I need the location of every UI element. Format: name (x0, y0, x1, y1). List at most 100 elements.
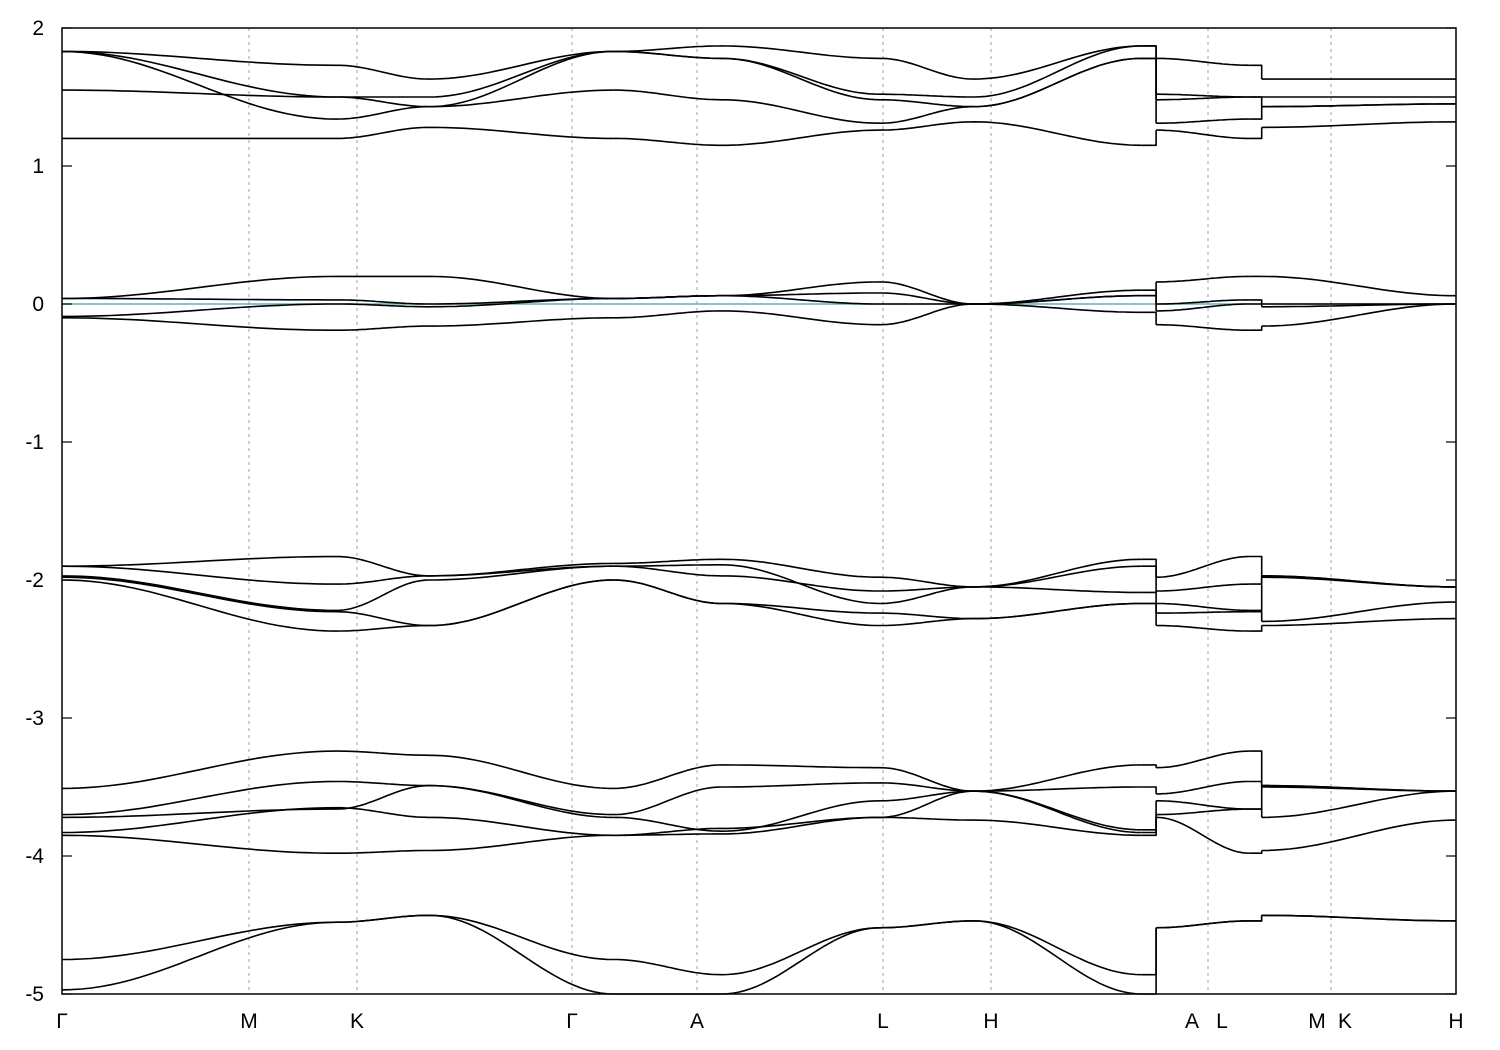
band-jump (1141, 45, 1157, 59)
band-line (613, 121, 1142, 147)
band-line (613, 920, 1142, 976)
band-jump (1141, 57, 1157, 124)
band-jump (1141, 57, 1157, 100)
band-jump (1249, 575, 1263, 612)
band-line (613, 564, 1142, 605)
band-line (62, 297, 614, 305)
band-line (62, 317, 614, 331)
x-tick-label: K (350, 1010, 364, 1033)
band-jump (1249, 127, 1263, 140)
band-jump (1249, 64, 1263, 80)
band-line (613, 289, 1142, 305)
band-jump (1249, 850, 1263, 854)
band-jump (1249, 555, 1263, 576)
band-line (1156, 129, 1250, 140)
band-line (1261, 601, 1456, 623)
band-jump (1141, 130, 1157, 147)
band-line (1156, 602, 1250, 612)
band-jump (1141, 786, 1157, 794)
band-line (1156, 920, 1250, 929)
band-line (61, 565, 614, 585)
band-jump (1249, 299, 1263, 304)
band-line (1156, 299, 1250, 305)
x-tick-label: A (1185, 1010, 1199, 1033)
x-tick-label: Γ (56, 1010, 68, 1033)
band-line (1156, 303, 1250, 312)
band-line (613, 920, 1142, 995)
band-jump (1249, 96, 1263, 107)
band-line (1156, 780, 1250, 795)
band-line (613, 782, 1142, 816)
band-jump (1141, 558, 1157, 578)
band-line (613, 790, 1142, 832)
band-line (1156, 624, 1250, 632)
band-line (62, 50, 614, 80)
band-line (62, 806, 614, 837)
band-jump (1141, 289, 1157, 304)
band-line (1156, 583, 1250, 592)
band-jump (1249, 915, 1263, 922)
band-line (613, 764, 1142, 792)
x-tick-label: Γ (566, 1010, 578, 1033)
band-line (1156, 610, 1250, 614)
band-line (613, 579, 1142, 620)
band-line (1261, 121, 1457, 129)
band-jump (1141, 565, 1157, 604)
band-jump (1249, 625, 1263, 632)
band-line (61, 780, 614, 816)
band-line (1261, 275, 1456, 297)
band-line (1261, 819, 1457, 852)
band-line (1156, 555, 1250, 578)
band-line (61, 579, 614, 632)
band-jump (1249, 326, 1263, 331)
band-jump (1249, 808, 1263, 818)
band-line (1261, 914, 1457, 922)
x-tick-label: K (1338, 1010, 1352, 1033)
band-line (613, 45, 1142, 80)
band-jump (1249, 915, 1263, 922)
y-axis-ticks: 2 1 0 -1 -2 -3 -4 -5 (25, 17, 1456, 1006)
band-line (61, 914, 614, 995)
band-line (61, 565, 614, 612)
band-jump (1141, 45, 1157, 95)
band-line (1156, 323, 1250, 331)
band-line (62, 297, 614, 318)
band-line (62, 126, 614, 140)
band-line (61, 784, 614, 819)
y-tick-label: 1 (32, 155, 44, 178)
band-jump (1141, 591, 1157, 594)
band-jump (1249, 785, 1263, 810)
band-line (613, 558, 1142, 588)
band-line (613, 45, 1142, 98)
band-jump (1249, 577, 1263, 585)
band-jump (1141, 602, 1157, 614)
plot-frame (61, 27, 1457, 995)
band-jump (1141, 311, 1157, 325)
band-line (1261, 575, 1456, 588)
band-jump (1141, 602, 1157, 626)
band-line (1156, 816, 1250, 854)
band-line (1156, 750, 1250, 769)
band-jump (1141, 764, 1157, 768)
x-tick-label: H (1448, 1010, 1463, 1033)
band-line (61, 576, 614, 627)
band-line (1156, 808, 1250, 816)
band-line (1156, 275, 1250, 283)
band-jump (1249, 106, 1263, 120)
band-line (61, 834, 614, 854)
band-line (62, 555, 614, 577)
band-jump (1141, 927, 1157, 995)
y-tick-label: -3 (25, 707, 44, 730)
x-tick-label: H (983, 1010, 998, 1033)
band-jump (1141, 927, 1157, 976)
y-tick-label: -2 (25, 569, 44, 592)
band-jump (1249, 750, 1263, 787)
x-tick-label: L (1216, 1010, 1228, 1033)
band-line (1156, 118, 1250, 124)
band-line (1261, 617, 1457, 627)
y-tick-label: -5 (25, 983, 44, 1006)
band-line (613, 281, 1142, 305)
band-jump (1249, 303, 1263, 307)
